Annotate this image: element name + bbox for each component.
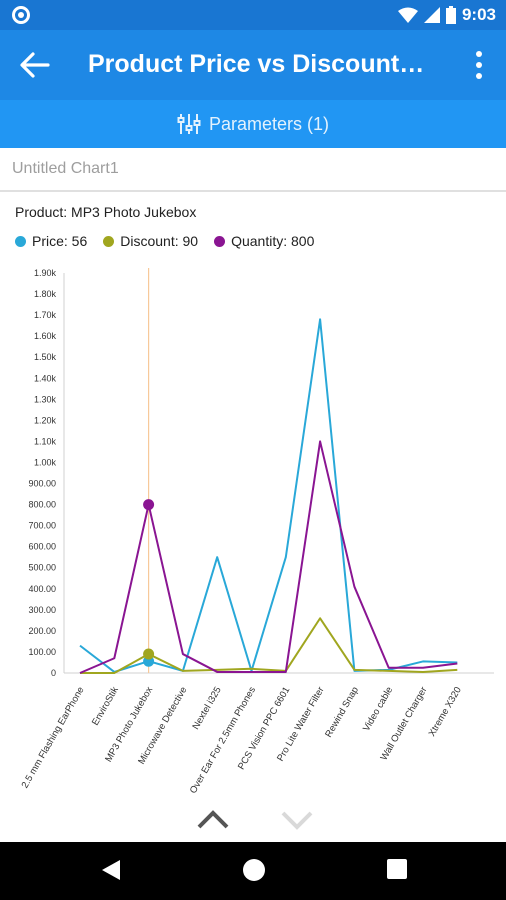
- battery-icon: [445, 6, 456, 24]
- legend-entry-discount[interactable]: Discount: 90: [103, 233, 198, 249]
- y-tick-label: 700.00: [28, 521, 56, 531]
- series-line-discount: [80, 617, 458, 674]
- nav-home-icon[interactable]: [242, 858, 266, 882]
- y-tick-label: 1.30k: [34, 394, 57, 404]
- app-notification-icon: [12, 6, 30, 24]
- x-tick-label: 2.5 mm Flashing EarPhone: [20, 685, 87, 790]
- legend-entry-price[interactable]: Price: 56: [15, 233, 87, 249]
- y-tick-label: 1.40k: [34, 373, 57, 383]
- line-chart[interactable]: 0 100.00 200.00 300.00 400.00 500.00 600.00 700…: [0, 260, 506, 800]
- chart-name-field-container: [0, 148, 506, 192]
- y-tick-label: 1.20k: [34, 415, 57, 425]
- x-tick-label: Over Ear For 2.5mm Phones: [188, 685, 258, 796]
- chevron-up-icon[interactable]: [196, 808, 230, 830]
- legend-text-discount: Discount: 90: [120, 233, 199, 249]
- nav-recents-icon[interactable]: [386, 858, 408, 880]
- legend-dot-quantity: [214, 235, 226, 247]
- chevron-down-icon[interactable]: [280, 808, 314, 830]
- y-tick-label: 100.00: [28, 647, 56, 657]
- y-tick-label: 1.80k: [34, 289, 57, 299]
- legend-entry-quantity[interactable]: Quantity: 800: [214, 233, 314, 249]
- legend-text-price: Price: 56: [32, 233, 88, 249]
- signal-icon: [423, 7, 440, 23]
- y-tick-label: 800.00: [28, 500, 56, 510]
- legend-text-quantity: Quantity: 800: [231, 233, 315, 249]
- app-bar: Product Price vs Discount C...: [0, 30, 506, 100]
- x-tick-label: Rewind Snap: [323, 685, 361, 739]
- wifi-icon: [397, 7, 418, 23]
- x-tick-label: Xtreme X320: [427, 685, 464, 739]
- x-tick-label: Nextel i325: [191, 685, 224, 732]
- pager-arrows: [0, 800, 506, 842]
- status-icons: 9:03: [397, 4, 496, 26]
- selected-point-quantity: [143, 499, 155, 511]
- chart-name-input[interactable]: [0, 148, 506, 190]
- y-tick-label: 1.00k: [34, 457, 57, 467]
- more-vertical-icon[interactable]: [474, 50, 484, 80]
- series-line-quantity: [79, 440, 458, 674]
- y-tick-label: 600.00: [28, 542, 56, 552]
- legend-dot-discount: [103, 235, 115, 247]
- status-time: 9:03: [461, 5, 496, 24]
- x-tick-label: Video cable: [361, 685, 395, 733]
- chart-legend: Price: 56 Discount: 90 Quantity: 800: [15, 233, 314, 249]
- x-tick-label: EnviroStik: [90, 685, 121, 728]
- y-tick-label: 300.00: [28, 605, 56, 615]
- y-tick-label: 400.00: [28, 584, 56, 594]
- y-tick-label: 0: [51, 668, 56, 678]
- nav-back-icon[interactable]: [100, 858, 122, 882]
- status-bar: 9:03: [0, 0, 506, 30]
- y-tick-label: 1.50k: [34, 352, 57, 362]
- y-tick-label: 200.00: [28, 626, 56, 636]
- y-tick-label: 900.00: [28, 479, 56, 489]
- system-nav-bar: [0, 842, 506, 900]
- back-arrow-icon[interactable]: [18, 50, 50, 80]
- selected-point-discount: [143, 648, 155, 660]
- selected-product-label: Product: MP3 Photo Jukebox: [15, 204, 197, 220]
- y-tick-label: 1.90k: [34, 268, 57, 278]
- series-line-price: [79, 318, 458, 673]
- y-tick-label: 1.10k: [34, 436, 57, 446]
- page-title: Product Price vs Discount C...: [88, 50, 426, 78]
- y-tick-label: 500.00: [28, 563, 56, 573]
- sliders-icon: [177, 114, 201, 134]
- y-tick-label: 1.70k: [34, 310, 57, 320]
- legend-dot-price: [15, 235, 26, 247]
- y-tick-label: 1.60k: [34, 331, 57, 341]
- parameters-label: Parameters (1): [208, 113, 330, 134]
- parameters-button[interactable]: Parameters (1): [0, 100, 506, 148]
